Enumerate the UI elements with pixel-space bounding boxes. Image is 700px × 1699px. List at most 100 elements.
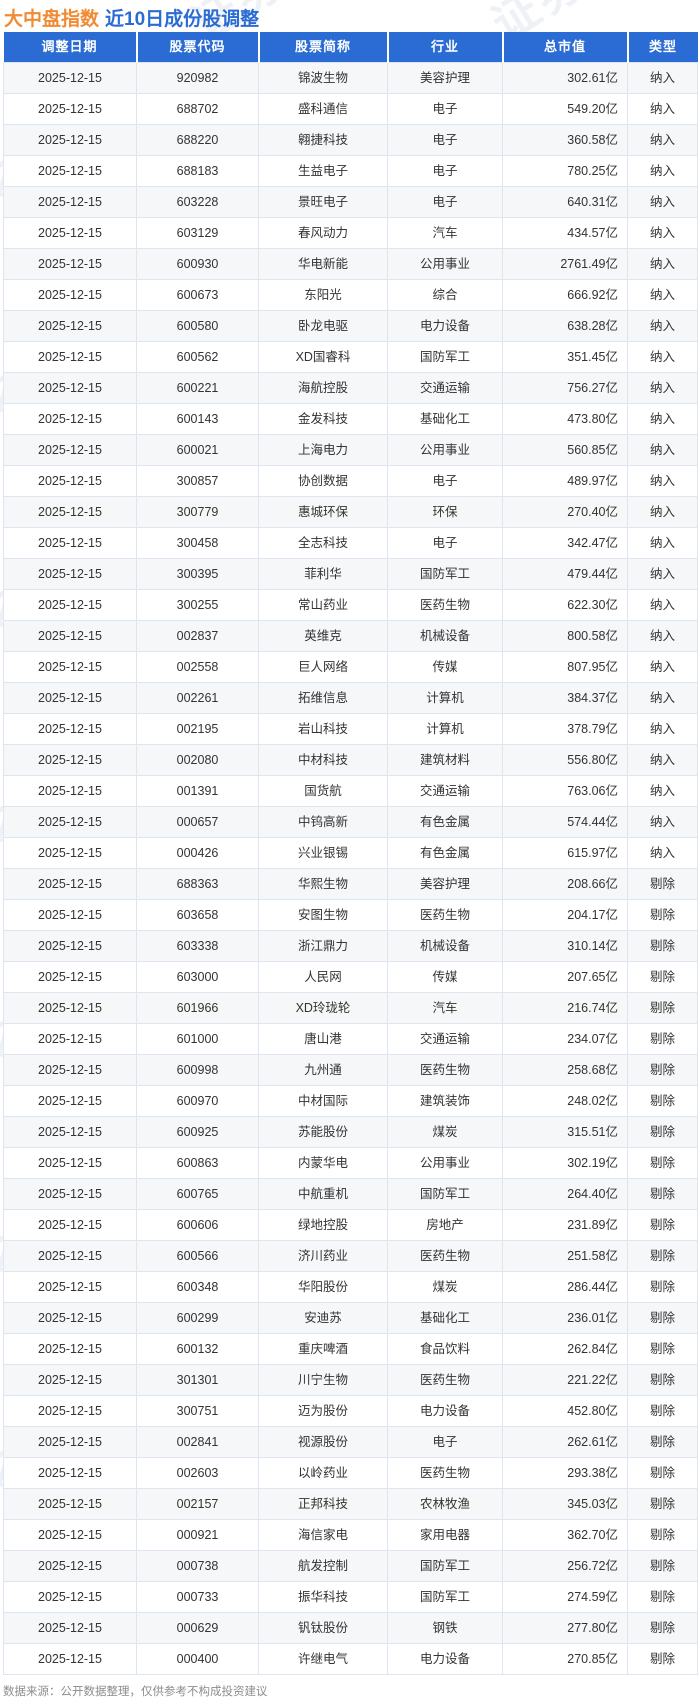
cell-stock-name: 菲利华	[258, 558, 388, 590]
cell-adjust-date: 2025-12-15	[3, 1643, 137, 1675]
cell-type: 纳入	[627, 62, 698, 94]
cell-adjust-date: 2025-12-15	[3, 527, 137, 559]
table-row: 2025-12-15 600863 内蒙华电 公用事业 302.19亿 剔除	[3, 1147, 698, 1179]
table-row: 2025-12-15 600348 华阳股份 煤炭 286.44亿 剔除	[3, 1271, 698, 1303]
cell-market-cap: 270.40亿	[502, 496, 628, 528]
cell-market-cap: 342.47亿	[502, 527, 628, 559]
cell-stock-code: 300395	[136, 558, 259, 590]
cell-type: 纳入	[627, 403, 698, 435]
cell-market-cap: 622.30亿	[502, 589, 628, 621]
cell-stock-code: 603000	[136, 961, 259, 993]
cell-market-cap: 270.85亿	[502, 1643, 628, 1675]
cell-market-cap: 638.28亿	[502, 310, 628, 342]
table-row: 2025-12-15 920982 锦波生物 美容护理 302.61亿 纳入	[3, 62, 698, 94]
cell-market-cap: 251.58亿	[502, 1240, 628, 1272]
cell-adjust-date: 2025-12-15	[3, 1457, 137, 1489]
cell-industry: 计算机	[387, 713, 503, 745]
cell-stock-code: 600930	[136, 248, 259, 280]
cell-stock-name: 人民网	[258, 961, 388, 993]
cell-industry: 基础化工	[387, 403, 503, 435]
cell-stock-name: 上海电力	[258, 434, 388, 466]
cell-stock-name: 济川药业	[258, 1240, 388, 1272]
cell-market-cap: 262.61亿	[502, 1426, 628, 1458]
table-row: 2025-12-15 300395 菲利华 国防军工 479.44亿 纳入	[3, 558, 698, 590]
cell-industry: 国防军工	[387, 1550, 503, 1582]
cell-market-cap: 807.95亿	[502, 651, 628, 683]
cell-adjust-date: 2025-12-15	[3, 279, 137, 311]
cell-market-cap: 384.37亿	[502, 682, 628, 714]
cell-adjust-date: 2025-12-15	[3, 1054, 137, 1086]
table-row: 2025-12-15 600299 安迪苏 基础化工 236.01亿 剔除	[3, 1302, 698, 1334]
cell-adjust-date: 2025-12-15	[3, 775, 137, 807]
cell-adjust-date: 2025-12-15	[3, 217, 137, 249]
cell-type: 剔除	[627, 1395, 698, 1427]
cell-industry: 煤炭	[387, 1271, 503, 1303]
cell-market-cap: 2761.49亿	[502, 248, 628, 280]
cell-adjust-date: 2025-12-15	[3, 1147, 137, 1179]
index-name: 大中盘指数	[4, 9, 100, 30]
cell-industry: 国防军工	[387, 558, 503, 590]
cell-type: 剔除	[627, 1457, 698, 1489]
table-row: 2025-12-15 000921 海信家电 家用电器 362.70亿 剔除	[3, 1519, 698, 1551]
cell-market-cap: 231.89亿	[502, 1209, 628, 1241]
cell-stock-code: 000921	[136, 1519, 259, 1551]
table-row: 2025-12-15 603338 浙江鼎力 机械设备 310.14亿 剔除	[3, 930, 698, 962]
cell-adjust-date: 2025-12-15	[3, 403, 137, 435]
cell-industry: 电子	[387, 155, 503, 187]
cell-type: 纳入	[627, 713, 698, 745]
cell-type: 剔除	[627, 1426, 698, 1458]
cell-adjust-date: 2025-12-15	[3, 1395, 137, 1427]
cell-stock-code: 002558	[136, 651, 259, 683]
cell-type: 纳入	[627, 217, 698, 249]
cell-type: 剔除	[627, 1178, 698, 1210]
cell-stock-name: XD国睿科	[258, 341, 388, 373]
constituent-adjustment-table: 调整日期 股票代码 股票简称 行业 总市值 类型 2025-12-15 92098…	[3, 32, 698, 1675]
cell-industry: 钢铁	[387, 1612, 503, 1644]
cell-type: 剔除	[627, 1116, 698, 1148]
table-row: 2025-12-15 600221 海航控股 交通运输 756.27亿 纳入	[3, 372, 698, 404]
table-row: 2025-12-15 600765 中航重机 国防军工 264.40亿 剔除	[3, 1178, 698, 1210]
cell-adjust-date: 2025-12-15	[3, 186, 137, 218]
table-row: 2025-12-15 600606 绿地控股 房地产 231.89亿 剔除	[3, 1209, 698, 1241]
cell-adjust-date: 2025-12-15	[3, 992, 137, 1024]
cell-market-cap: 549.20亿	[502, 93, 628, 125]
cell-stock-code: 600143	[136, 403, 259, 435]
cell-stock-name: 绿地控股	[258, 1209, 388, 1241]
cell-stock-name: 中航重机	[258, 1178, 388, 1210]
cell-type: 剔除	[627, 1643, 698, 1675]
cell-stock-code: 600566	[136, 1240, 259, 1272]
cell-stock-name: 岩山科技	[258, 713, 388, 745]
cell-industry: 房地产	[387, 1209, 503, 1241]
cell-market-cap: 258.68亿	[502, 1054, 628, 1086]
cell-adjust-date: 2025-12-15	[3, 1550, 137, 1582]
cell-market-cap: 310.14亿	[502, 930, 628, 962]
cell-market-cap: 236.01亿	[502, 1302, 628, 1334]
cell-market-cap: 221.22亿	[502, 1364, 628, 1396]
cell-industry: 美容护理	[387, 62, 503, 94]
cell-market-cap: 489.97亿	[502, 465, 628, 497]
cell-stock-name: 浙江鼎力	[258, 930, 388, 962]
cell-industry: 国防军工	[387, 341, 503, 373]
table-row: 2025-12-15 301301 川宁生物 医药生物 221.22亿 剔除	[3, 1364, 698, 1396]
cell-type: 剔除	[627, 1147, 698, 1179]
table-row: 2025-12-15 600562 XD国睿科 国防军工 351.45亿 纳入	[3, 341, 698, 373]
cell-market-cap: 360.58亿	[502, 124, 628, 156]
cell-stock-code: 002195	[136, 713, 259, 745]
cell-stock-code: 001391	[136, 775, 259, 807]
cell-stock-code: 688183	[136, 155, 259, 187]
cell-industry: 传媒	[387, 961, 503, 993]
cell-adjust-date: 2025-12-15	[3, 155, 137, 187]
cell-stock-code: 600021	[136, 434, 259, 466]
cell-market-cap: 277.80亿	[502, 1612, 628, 1644]
cell-adjust-date: 2025-12-15	[3, 1519, 137, 1551]
cell-market-cap: 262.84亿	[502, 1333, 628, 1365]
cell-adjust-date: 2025-12-15	[3, 341, 137, 373]
cell-adjust-date: 2025-12-15	[3, 806, 137, 838]
cell-stock-name: 盛科通信	[258, 93, 388, 125]
table-row: 2025-12-15 600673 东阳光 综合 666.92亿 纳入	[3, 279, 698, 311]
cell-industry: 家用电器	[387, 1519, 503, 1551]
cell-type: 纳入	[627, 558, 698, 590]
cell-stock-name: 正邦科技	[258, 1488, 388, 1520]
cell-adjust-date: 2025-12-15	[3, 868, 137, 900]
table-header: 调整日期 股票代码 股票简称 行业 总市值 类型	[3, 32, 698, 63]
